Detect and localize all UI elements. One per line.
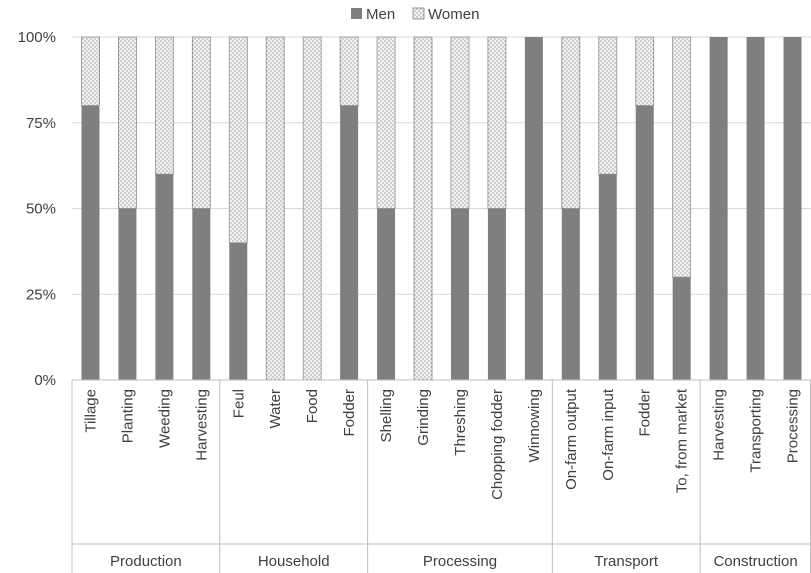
bar-segment-men — [746, 37, 765, 380]
x-tick-label: Weeding — [156, 389, 173, 448]
bar-segment-men — [81, 105, 100, 380]
x-tick-label: On-farm output — [563, 388, 580, 490]
x-tick-label: Water — [267, 389, 284, 428]
x-tick-label: Harvesting — [193, 389, 210, 461]
bar-segment-men — [487, 208, 506, 380]
x-tick-label: Chopping fodder — [489, 389, 506, 500]
group-label: Household — [258, 553, 330, 570]
group-label: Processing — [423, 553, 497, 570]
bar-segment-men — [155, 174, 174, 380]
bar-segment-women — [228, 36, 248, 244]
bars — [81, 36, 802, 381]
y-tick-label: 75% — [26, 115, 56, 132]
bar-segment-women — [154, 36, 174, 175]
bar-segment-men — [635, 105, 654, 380]
x-tick-label: Fodder — [637, 389, 654, 437]
x-tick-label: Threshing — [452, 389, 469, 456]
group-label: Construction — [713, 553, 797, 570]
bar-segment-women — [561, 36, 581, 209]
bar-segment-men — [450, 208, 469, 380]
y-tick-label: 50% — [26, 201, 56, 218]
y-axis: 0% 25% 50% 75% 100% — [18, 29, 56, 389]
x-tick-label: Winnowing — [526, 389, 543, 462]
x-axis: Tillage Planting Weeding Harvesting Feul Wate… — [71, 379, 811, 573]
bar-segment-men — [229, 242, 248, 380]
bar-segment-women — [413, 36, 433, 381]
y-tick-label: 25% — [26, 286, 56, 303]
bar-segment-men — [598, 174, 617, 380]
x-tick-label: Feul — [230, 389, 247, 418]
x-tick-label: Processing — [785, 389, 802, 463]
bar-segment-women — [376, 36, 396, 209]
gridlines — [72, 36, 811, 381]
legend: Men Women — [351, 6, 479, 23]
legend-swatch-women — [412, 7, 425, 20]
bar-segment-men — [192, 208, 211, 380]
x-tick-label: Harvesting — [711, 389, 728, 461]
bar-segment-men — [524, 37, 543, 380]
bar-segment-women — [450, 36, 470, 209]
x-tick-label: Planting — [119, 389, 136, 443]
bar-segment-women — [672, 36, 692, 278]
bar-segment-women — [118, 36, 137, 209]
x-tick-label: Grinding — [415, 389, 432, 446]
bar-segment-women — [302, 36, 322, 381]
bar-segment-women — [635, 36, 655, 106]
bar-segment-men — [377, 208, 396, 380]
bar-segment-men — [340, 105, 359, 380]
bar-segment-men — [672, 277, 691, 380]
bar-segment-women — [265, 36, 285, 381]
x-tick-label: Fodder — [341, 389, 358, 437]
x-tick-label: To, from market — [674, 388, 691, 493]
legend-label-men: Men — [366, 6, 395, 23]
x-tick-label: On-farm input — [600, 388, 617, 481]
bar-segment-men — [118, 208, 137, 380]
bar-segment-men — [709, 37, 728, 380]
bar-segment-women — [339, 36, 359, 106]
y-tick-label: 100% — [18, 29, 56, 46]
bar-segment-men — [561, 208, 580, 380]
bar-segment-men — [783, 37, 802, 380]
x-tick-label: Tillage — [82, 389, 99, 433]
bar-segment-women — [598, 36, 618, 175]
x-tick-label: Shelling — [378, 389, 395, 442]
group-label: Transport — [594, 553, 658, 570]
legend-label-women: Women — [428, 6, 479, 23]
group-label: Production — [110, 553, 182, 570]
y-tick-label: 0% — [34, 372, 56, 389]
x-tick-label: Transporting — [748, 389, 765, 473]
x-tick-label: Food — [304, 389, 321, 423]
bar-segment-women — [81, 36, 100, 106]
legend-swatch-men — [351, 8, 362, 19]
bar-segment-women — [487, 36, 507, 209]
bar-segment-women — [191, 36, 211, 209]
